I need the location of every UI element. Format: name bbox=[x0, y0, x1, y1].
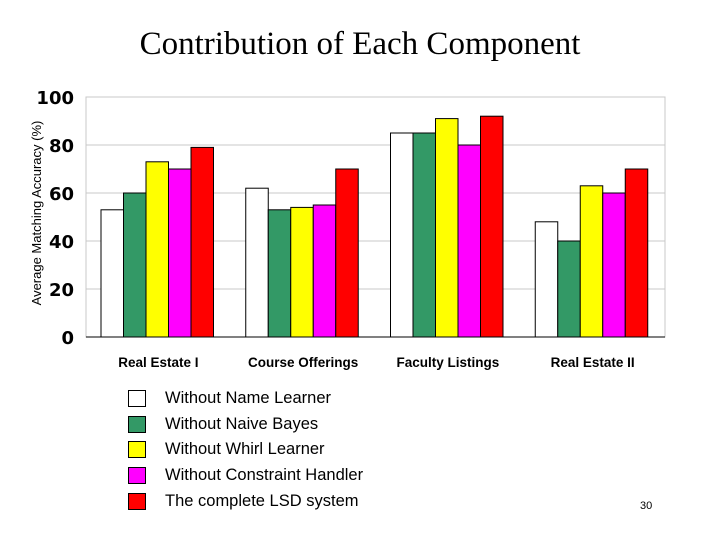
slide-title: Contribution of Each Component bbox=[139, 26, 581, 62]
legend-label: The complete LSD system bbox=[165, 491, 359, 510]
bar bbox=[412, 132, 436, 338]
bar bbox=[145, 161, 169, 338]
bar bbox=[312, 204, 337, 338]
x-tick-label: Real Estate I bbox=[118, 355, 198, 370]
bar bbox=[168, 168, 192, 338]
bar bbox=[290, 206, 314, 338]
bar bbox=[435, 118, 459, 338]
y-axis-label: Average Matching Accuracy (%) bbox=[29, 121, 44, 306]
legend-label: Without Name Learner bbox=[165, 389, 331, 408]
legend-swatch bbox=[128, 415, 146, 433]
chart-legend: Without Name Learner Without Naive Bayes W… bbox=[128, 386, 363, 514]
legend-swatch bbox=[128, 390, 146, 408]
y-tick-label: 0 bbox=[61, 328, 74, 349]
bar bbox=[579, 185, 604, 338]
legend-item: The complete LSD system bbox=[128, 488, 363, 514]
y-tick-label: 40 bbox=[49, 232, 74, 253]
x-tick-label: Course Offerings bbox=[248, 355, 358, 370]
legend-swatch bbox=[128, 467, 146, 485]
bar bbox=[602, 192, 626, 338]
legend-swatch bbox=[128, 441, 146, 459]
x-tick-label: Faculty Listings bbox=[396, 355, 499, 370]
bar bbox=[335, 168, 359, 338]
legend-label: Without Constraint Handler bbox=[165, 466, 364, 485]
bar bbox=[267, 209, 292, 338]
legend-item: Without Name Learner bbox=[128, 386, 363, 412]
legend-item: Without Naive Bayes bbox=[128, 412, 363, 438]
x-tick-label: Real Estate II bbox=[551, 355, 635, 370]
legend-item: Without Whirl Learner bbox=[128, 437, 363, 463]
bar bbox=[557, 240, 581, 338]
bar bbox=[624, 168, 649, 338]
bar bbox=[245, 187, 269, 338]
bar bbox=[534, 221, 559, 338]
legend-swatch bbox=[128, 492, 146, 510]
legend-label: Without Whirl Learner bbox=[165, 440, 325, 459]
y-tick-label: 100 bbox=[36, 88, 74, 109]
bar bbox=[100, 209, 124, 338]
legend-item: Without Constraint Handler bbox=[128, 463, 363, 489]
bar bbox=[390, 132, 414, 338]
legend-label: Without Naive Bayes bbox=[165, 414, 319, 433]
y-tick-label: 80 bbox=[49, 136, 74, 157]
bar bbox=[457, 144, 481, 338]
bar bbox=[190, 146, 214, 338]
y-tick-label: 20 bbox=[49, 280, 74, 301]
bar bbox=[123, 192, 147, 338]
bar bbox=[480, 115, 504, 338]
page-number: 30 bbox=[640, 500, 653, 512]
y-tick-label: 60 bbox=[49, 184, 74, 205]
